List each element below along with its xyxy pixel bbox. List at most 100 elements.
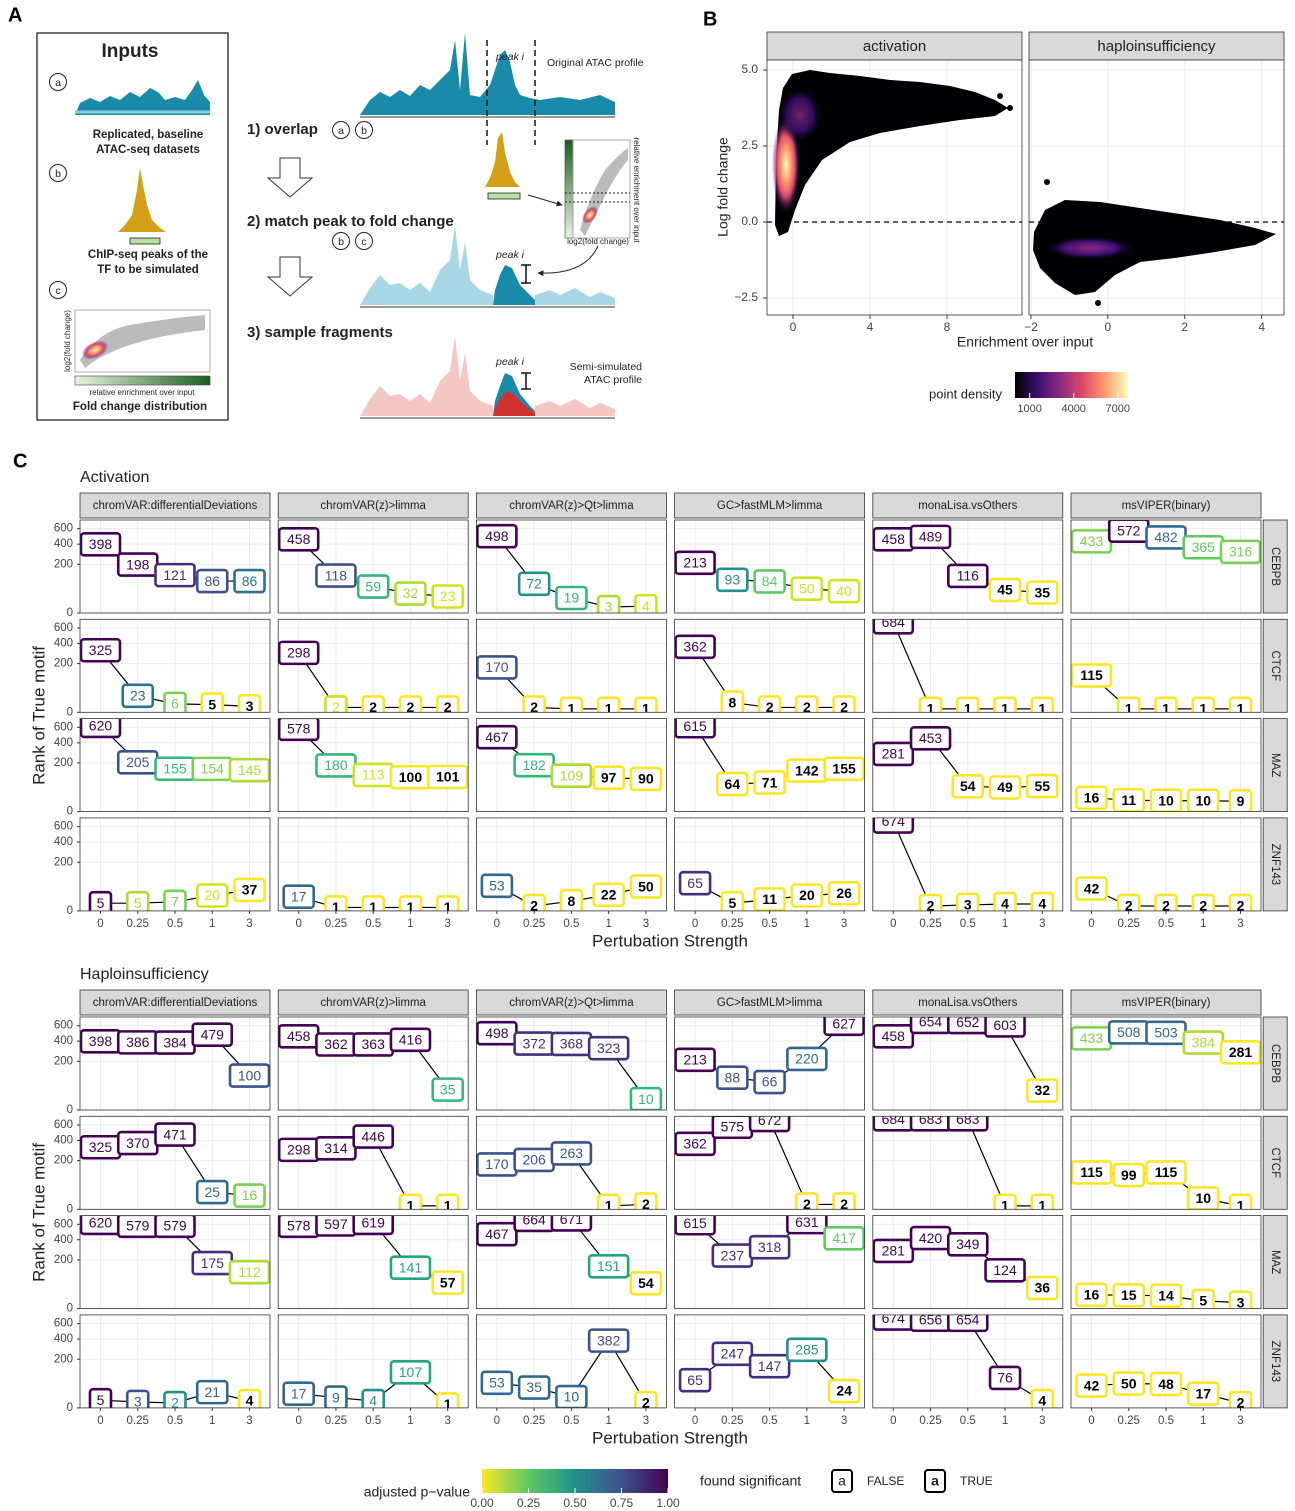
- rank-label: 24: [836, 1383, 852, 1399]
- y-tick-label: 0: [67, 1104, 73, 1116]
- rank-label: 5: [208, 696, 216, 712]
- x-tick-label: 0.25: [721, 1415, 743, 1427]
- rank-label: 16: [1084, 790, 1100, 806]
- y-tick-label: 400: [54, 1234, 73, 1246]
- x-tick-label: 0: [494, 918, 500, 930]
- rank-label: 100: [399, 769, 423, 785]
- rank-label: 107: [399, 1364, 423, 1380]
- rank-label: 247: [721, 1346, 745, 1362]
- rank-label: 213: [683, 554, 707, 570]
- peak-label: peak i: [495, 51, 525, 63]
- y-tick-label: 400: [54, 1333, 73, 1345]
- y-tick-label: 200: [54, 558, 73, 570]
- rank-label: 100: [238, 1067, 262, 1083]
- rank-label: 4: [642, 598, 650, 614]
- y-tick-label: 600: [54, 1318, 73, 1330]
- section-title: Haploinsufficiency: [80, 966, 209, 983]
- rank-label: 10: [564, 1389, 580, 1405]
- x-tick-label: 0.25: [919, 918, 941, 930]
- colorbar-label: 0.75: [610, 1496, 634, 1510]
- x-tick-label: 8: [944, 320, 951, 334]
- x-tick-label: 0.25: [325, 1415, 347, 1427]
- rank-label: 1: [1237, 701, 1245, 717]
- facet-title: monaLisa.vsOthers: [918, 500, 1017, 512]
- legend-key-symbol: a: [838, 1473, 846, 1489]
- x-tick-label: 0.5: [1158, 1415, 1174, 1427]
- x-tick-label: 3: [246, 918, 252, 930]
- rank-label: 4: [246, 1393, 254, 1409]
- rank-label: 325: [89, 1139, 113, 1155]
- x-tick-label: 1: [209, 918, 215, 930]
- rank-label: 579: [126, 1217, 150, 1233]
- schematic: Inputs a Replicated, baseline ATAC-seq d…: [37, 33, 644, 420]
- y-tick-label: −2.5: [734, 290, 758, 304]
- legend-key-symbol: a: [931, 1473, 939, 1489]
- y-tick-label: 0: [67, 1203, 73, 1215]
- facet-title: monaLisa.vsOthers: [918, 997, 1017, 1009]
- fold-change-bins: [75, 376, 210, 385]
- input-caption: ATAC-seq datasets: [96, 144, 200, 156]
- rank-label: 314: [324, 1140, 348, 1156]
- step-label: 3) sample fragments: [247, 324, 393, 341]
- rank-label: 170: [485, 1156, 509, 1172]
- input-tag: a: [55, 77, 61, 89]
- rank-label: 4: [1001, 896, 1009, 912]
- outlier: [1044, 179, 1050, 185]
- input-caption: Replicated, baseline: [93, 129, 204, 141]
- rank-label: 1: [1001, 1198, 1009, 1214]
- y-tick-label: 0: [67, 905, 73, 917]
- facet-title: chromVAR(z)>Qt>limma: [509, 997, 634, 1009]
- x-tick-label: 0: [692, 918, 698, 930]
- rank-label: 5: [134, 895, 142, 911]
- y-tick-label: 600: [54, 1218, 73, 1230]
- rank-label: 281: [882, 746, 906, 762]
- rank-label: 45: [997, 582, 1013, 598]
- y-tick-label: 0.0: [741, 214, 758, 228]
- rank-label: 65: [687, 875, 703, 891]
- rank-label: 14: [1158, 1287, 1174, 1303]
- rank-label: 674: [882, 813, 906, 829]
- y-tick-label: 200: [54, 1254, 73, 1266]
- x-tick-label: 0.25: [127, 1415, 149, 1427]
- rank-label: 147: [758, 1358, 782, 1374]
- rank-label: 112: [238, 1264, 261, 1280]
- rank-label: 316: [1229, 544, 1253, 560]
- rank-label: 1: [964, 701, 972, 717]
- facet-title: MAZ: [1269, 1250, 1281, 1274]
- rank-label: 620: [89, 718, 113, 734]
- rank-label: 142: [795, 762, 819, 778]
- rank-label: 48: [1158, 1376, 1174, 1392]
- colorbar-label: 4000: [1061, 403, 1085, 415]
- x-tick-label: −2: [1024, 320, 1038, 334]
- axis-label: log2(fold change): [63, 310, 72, 372]
- x-tick-label: 0.25: [523, 1415, 545, 1427]
- y-tick-label: 0: [67, 1402, 73, 1414]
- rank-label: 180: [324, 757, 348, 773]
- x-axis-title: Pertubation Strength: [592, 1428, 748, 1447]
- facet-title: msVIPER(binary): [1122, 500, 1211, 512]
- rank-label: 72: [526, 575, 542, 591]
- rank-label: 3: [605, 599, 613, 615]
- rank-label: 458: [287, 1028, 311, 1044]
- x-tick-label: 3: [643, 1415, 649, 1427]
- rank-label: 281: [882, 1243, 906, 1259]
- rank-label: 49: [997, 779, 1013, 795]
- rank-label: 323: [597, 1040, 621, 1056]
- rank-label: 121: [163, 567, 187, 583]
- rank-label: 384: [163, 1034, 187, 1050]
- rank-label: 8: [728, 694, 736, 710]
- x-tick-label: 3: [1237, 1415, 1243, 1427]
- rank-label: 26: [836, 885, 852, 901]
- x-tick-label: 0.5: [167, 918, 183, 930]
- rank-label: 71: [762, 774, 778, 790]
- outlier: [983, 107, 989, 113]
- y-tick-label: 400: [54, 637, 73, 649]
- rank-label: 50: [638, 878, 654, 894]
- rank-label: 656: [919, 1311, 943, 1327]
- x-tick-label: 0.25: [919, 1415, 941, 1427]
- rank-label: 20: [204, 887, 220, 903]
- rank-label: 1: [407, 1198, 415, 1214]
- scatter-density: [1045, 236, 1135, 260]
- x-tick-label: 1: [407, 1415, 413, 1427]
- x-tick-label: 1: [1200, 918, 1206, 930]
